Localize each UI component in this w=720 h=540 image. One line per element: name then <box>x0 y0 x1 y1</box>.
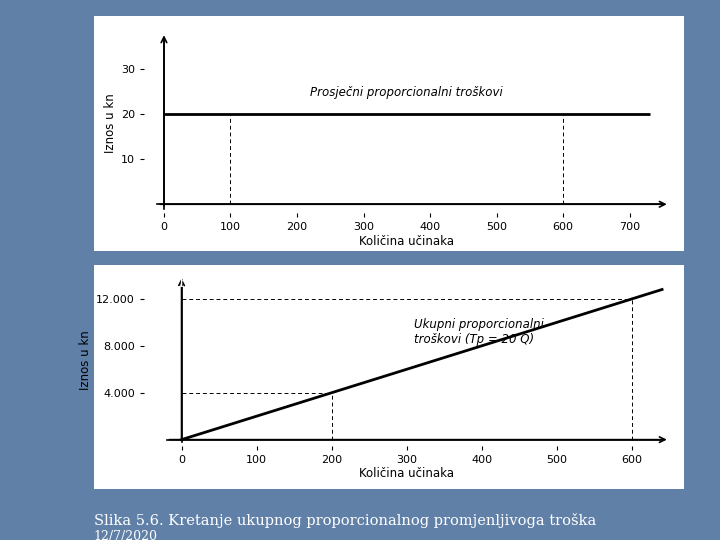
Text: Ukupni proporcionalni
troškovi (Tp = 20 Q): Ukupni proporcionalni troškovi (Tp = 20 … <box>414 319 544 347</box>
Text: Prosječni proporcionalni troškovi: Prosječni proporcionalni troškovi <box>310 86 503 99</box>
Y-axis label: Iznos u kn: Iznos u kn <box>79 330 92 390</box>
Text: Slika 5.6. Kretanje ukupnog proporcionalnog promjenljivoga troška: Slika 5.6. Kretanje ukupnog proporcional… <box>94 513 596 528</box>
X-axis label: Količina učinaka: Količina učinaka <box>359 467 454 480</box>
Text: Slika 5.5. Kretanje prosječnog proporcionalnog promjenljivoga troška: Slika 5.5. Kretanje prosječnog proporcio… <box>94 275 613 291</box>
X-axis label: Količina učinaka: Količina učinaka <box>359 235 454 248</box>
Text: 12/7/2020: 12/7/2020 <box>94 530 158 540</box>
Y-axis label: Iznos u kn: Iznos u kn <box>104 93 117 153</box>
